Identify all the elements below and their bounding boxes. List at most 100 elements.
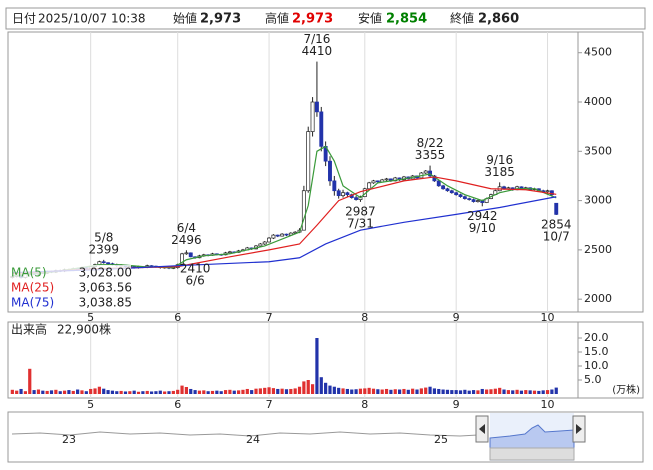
- volume-bar: [506, 390, 510, 394]
- volume-bar: [228, 389, 232, 394]
- volume-bar: [515, 389, 519, 394]
- volume-bar: [54, 389, 58, 394]
- volume-bar: [28, 368, 32, 394]
- volume-bar: [250, 390, 254, 394]
- volume-bar: [554, 387, 558, 394]
- header-value: 2,854: [386, 12, 427, 27]
- annotation-value: 3355: [415, 148, 446, 162]
- volume-bar: [537, 390, 541, 394]
- volume-bar: [541, 390, 545, 394]
- y-tick-label: 4500: [584, 46, 612, 59]
- volume-bar: [132, 390, 136, 394]
- candle-body: [502, 186, 506, 190]
- volume-bar: [471, 390, 476, 394]
- volume-bar: [528, 390, 532, 394]
- volume-bar: [210, 390, 215, 394]
- y-tick-label: 3500: [584, 144, 612, 157]
- candle-body: [275, 234, 280, 237]
- volume-bar: [511, 390, 515, 394]
- candle-body: [462, 196, 467, 199]
- candle-body: [441, 185, 446, 190]
- annotation-date: 6/4: [177, 221, 196, 235]
- candle-body: [545, 190, 550, 193]
- volume-bar: [176, 389, 180, 394]
- candle-body: [271, 234, 276, 239]
- legend-value: 3,038.85: [79, 296, 132, 310]
- volume-bar: [306, 380, 310, 394]
- header-label: 始値: [173, 11, 197, 26]
- annotation-value: 2987: [345, 204, 376, 218]
- header-value: 2,860: [478, 12, 519, 27]
- volume-bar: [480, 388, 484, 394]
- volume-bar: [502, 389, 506, 394]
- volume-bar: [415, 389, 419, 394]
- volume-bar: [254, 388, 258, 394]
- annotation-date: 9/10: [469, 221, 496, 235]
- candle-body: [262, 241, 267, 245]
- x-tick-label: 7: [266, 398, 273, 411]
- candle-body: [475, 200, 480, 202]
- volume-bar: [532, 390, 537, 394]
- volume-bar: [67, 390, 71, 394]
- volume-bar: [45, 390, 49, 394]
- volume-bar: [263, 387, 267, 394]
- volume-bar: [550, 389, 554, 394]
- legend-value: 3,063.56: [79, 281, 132, 295]
- volume-bar: [498, 387, 502, 394]
- volume-bar: [237, 390, 241, 394]
- annotation-value: 2399: [88, 242, 119, 256]
- candle-body: [328, 160, 332, 182]
- candle-body: [314, 101, 319, 113]
- volume-bar: [319, 377, 323, 394]
- volume-bar: [232, 390, 236, 394]
- header-value: 2,973: [292, 12, 333, 27]
- volume-bar: [189, 388, 193, 394]
- candle-body: [184, 252, 189, 255]
- volume-title: 出来高: [11, 322, 47, 337]
- volume-bar: [10, 389, 14, 394]
- volume-bar: [36, 389, 41, 394]
- header-label: 高値: [265, 11, 289, 26]
- volume-bar: [76, 389, 80, 394]
- navigator-year: 23: [62, 433, 76, 446]
- annotation-value: 2496: [171, 233, 202, 247]
- volume-bar: [110, 390, 115, 394]
- annotation-date: 10/7: [543, 229, 570, 243]
- candle-body: [354, 197, 359, 200]
- volume-bar: [428, 386, 432, 394]
- volume-bar: [184, 387, 188, 394]
- volume-bar: [432, 388, 437, 394]
- volume-bar: [245, 388, 249, 394]
- volume-bar: [219, 391, 223, 394]
- candle-body: [384, 178, 389, 181]
- volume-bar: [258, 388, 262, 394]
- candle-body: [306, 131, 311, 192]
- volume-bar: [454, 390, 458, 394]
- volume-bar: [398, 389, 402, 394]
- candle-body: [367, 182, 372, 190]
- candle-body: [319, 111, 324, 147]
- y-tick-label: 2000: [584, 292, 612, 305]
- volume-bar: [467, 390, 471, 394]
- navigator-year: 24: [246, 433, 260, 446]
- candle-body: [267, 237, 272, 243]
- volume-bar: [380, 389, 384, 394]
- legend-name: MA(5): [11, 266, 47, 280]
- y-tick-label: 3000: [584, 194, 612, 207]
- navigator-year: 25: [434, 433, 448, 446]
- annotation-value: 2942: [467, 209, 498, 223]
- scroll-thumb[interactable]: [489, 447, 575, 461]
- volume-bar: [163, 391, 167, 394]
- candle-body: [310, 101, 315, 132]
- annotation-date: 9/16: [486, 153, 513, 167]
- volume-bar: [84, 391, 88, 394]
- volume-bar: [424, 387, 428, 394]
- volume-bar: [271, 388, 276, 394]
- volume-bar: [89, 388, 93, 394]
- candle-body: [336, 190, 341, 197]
- volume-bar: [406, 389, 410, 394]
- x-tick-label: 5: [87, 311, 94, 324]
- volume-bar: [293, 388, 297, 394]
- candle-body: [506, 187, 511, 190]
- candle-body: [188, 252, 193, 258]
